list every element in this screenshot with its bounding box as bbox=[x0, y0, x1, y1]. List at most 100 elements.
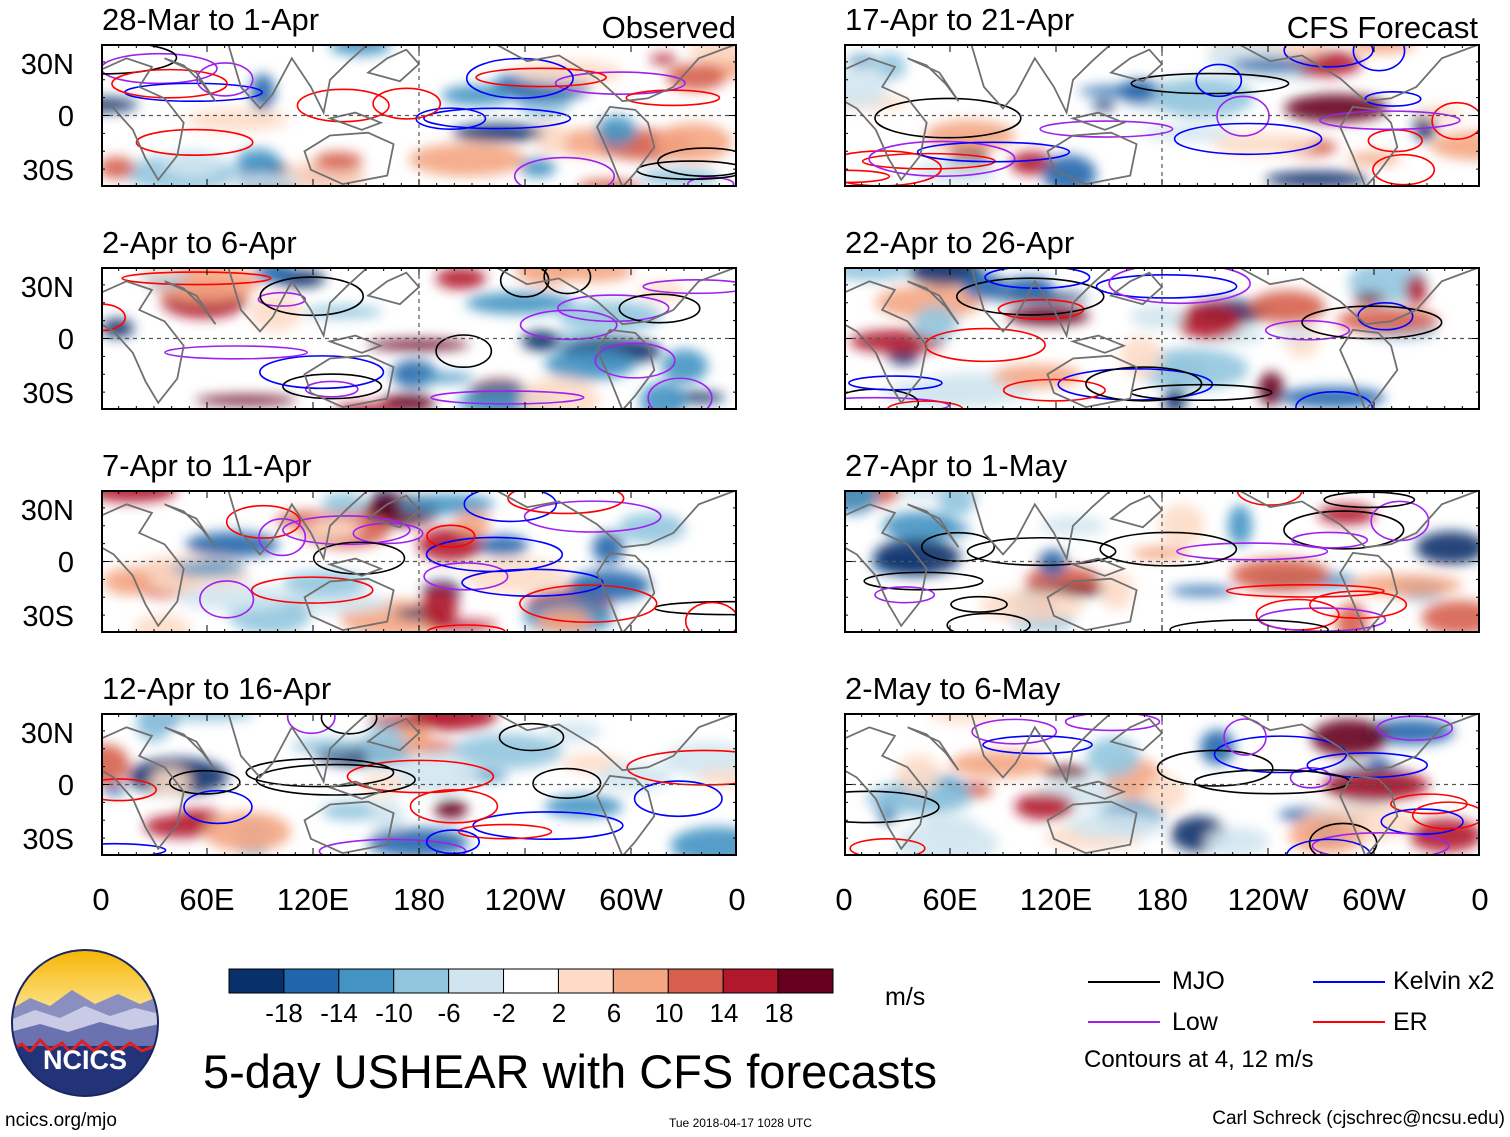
lon-label: 60E bbox=[922, 882, 978, 917]
coastline bbox=[1046, 577, 1138, 632]
contour-line bbox=[346, 759, 495, 794]
shading-blob bbox=[1092, 100, 1116, 111]
shading-blob bbox=[695, 769, 737, 787]
contour-line bbox=[1376, 715, 1454, 741]
map-panel-3 bbox=[101, 267, 737, 410]
coastline-layer bbox=[101, 267, 737, 410]
shading-blob bbox=[592, 531, 625, 564]
contour-line bbox=[296, 88, 390, 123]
shading-blob bbox=[101, 318, 134, 338]
panel-title-5: 7-Apr to 11-Apr bbox=[102, 448, 312, 483]
shading-blob bbox=[203, 811, 291, 852]
coastline bbox=[1109, 494, 1164, 529]
coastline bbox=[494, 713, 737, 772]
contour-line bbox=[430, 390, 585, 405]
footer-timestamp: Tue 2018-04-17 1028 UTC bbox=[669, 1116, 812, 1130]
shading-blob bbox=[421, 586, 459, 625]
shading-blob bbox=[895, 822, 999, 856]
legend-line-mjo bbox=[1088, 981, 1160, 983]
coastline bbox=[101, 57, 185, 182]
coastline bbox=[1069, 780, 1127, 800]
map-panel-1 bbox=[101, 44, 737, 187]
lat-label-eq: 0 bbox=[57, 770, 74, 802]
panel-title-8: 2-May to 6-May bbox=[845, 671, 1061, 706]
lat-label-30n: 30N bbox=[20, 718, 74, 750]
coastline bbox=[303, 354, 395, 409]
colorbar-swatch bbox=[667, 968, 724, 994]
coastline bbox=[303, 577, 395, 632]
contour-line bbox=[984, 267, 1091, 290]
contour-line bbox=[594, 342, 676, 379]
colorbar-label: -10 bbox=[375, 998, 413, 1028]
contour-line bbox=[423, 107, 572, 130]
shading-blob bbox=[441, 85, 513, 106]
shading-blob bbox=[639, 168, 720, 187]
shading-blob bbox=[321, 492, 366, 515]
shading-blob bbox=[452, 123, 545, 143]
colorbar-units: m/s bbox=[885, 983, 926, 1011]
contour-line bbox=[498, 722, 565, 752]
coastline-layer bbox=[844, 713, 1480, 856]
contour-line bbox=[282, 373, 383, 400]
coastline bbox=[326, 334, 384, 354]
contour-line bbox=[461, 568, 604, 597]
shading-blob bbox=[185, 531, 279, 558]
shading-blob bbox=[1141, 124, 1235, 142]
colorbar-label: -2 bbox=[492, 998, 516, 1028]
contour-line bbox=[1311, 831, 1450, 856]
contour-line bbox=[982, 735, 1093, 755]
contour-line bbox=[1095, 274, 1238, 299]
contour-line bbox=[518, 584, 658, 623]
shading-blob bbox=[1430, 131, 1480, 161]
lon-label: 60W bbox=[1342, 882, 1406, 917]
coastline bbox=[227, 44, 369, 116]
colorbar-swatch bbox=[612, 968, 669, 994]
shading-blob bbox=[1120, 335, 1162, 378]
contour-line bbox=[1283, 510, 1405, 550]
contour-line bbox=[1289, 767, 1332, 789]
coastline bbox=[494, 267, 737, 326]
contour-line bbox=[225, 504, 301, 539]
coastline bbox=[907, 503, 960, 548]
shading-blob bbox=[1151, 77, 1254, 118]
shading-blob bbox=[1227, 504, 1253, 547]
contour-line bbox=[1352, 44, 1406, 72]
lat-label-eq: 0 bbox=[57, 324, 74, 356]
shading-blob bbox=[313, 151, 363, 171]
shading-blob bbox=[1348, 574, 1463, 597]
coastline bbox=[907, 57, 960, 102]
shading-blob bbox=[434, 799, 468, 819]
lon-label: 0 bbox=[835, 882, 853, 917]
contour-line bbox=[425, 829, 481, 855]
shading-blob bbox=[937, 490, 976, 518]
shading-blob bbox=[291, 738, 364, 753]
lat-label-30s: 30S bbox=[22, 378, 74, 410]
contour-line bbox=[409, 788, 499, 824]
shading-blob bbox=[136, 713, 172, 743]
coastline-layer bbox=[844, 44, 1480, 187]
contour-line bbox=[1108, 267, 1251, 305]
shading-blob bbox=[1078, 86, 1161, 97]
legend-line-kelvin bbox=[1313, 981, 1385, 983]
logo-text: NCICS bbox=[43, 1045, 127, 1075]
shading-blob bbox=[367, 828, 469, 856]
lon-label: 180 bbox=[393, 882, 445, 917]
contour-line bbox=[1173, 122, 1323, 156]
shading-blob bbox=[380, 393, 436, 410]
shading-blob bbox=[1211, 133, 1315, 156]
contour-line bbox=[286, 713, 336, 735]
shading-blob bbox=[1349, 44, 1416, 54]
colorbar-label: 10 bbox=[654, 998, 684, 1028]
lat-label-30n: 30N bbox=[20, 272, 74, 304]
shading-blob bbox=[1265, 170, 1369, 187]
coastline bbox=[101, 280, 185, 405]
coastline bbox=[366, 717, 421, 752]
shading-blob bbox=[874, 52, 907, 80]
contour-line bbox=[1085, 366, 1203, 402]
lon-label: 120W bbox=[1227, 882, 1309, 917]
shading-blob bbox=[102, 784, 127, 796]
contour-line bbox=[1431, 101, 1480, 140]
lat-label-eq: 0 bbox=[57, 547, 74, 579]
shading-blob bbox=[909, 267, 983, 287]
coastline bbox=[326, 780, 384, 800]
